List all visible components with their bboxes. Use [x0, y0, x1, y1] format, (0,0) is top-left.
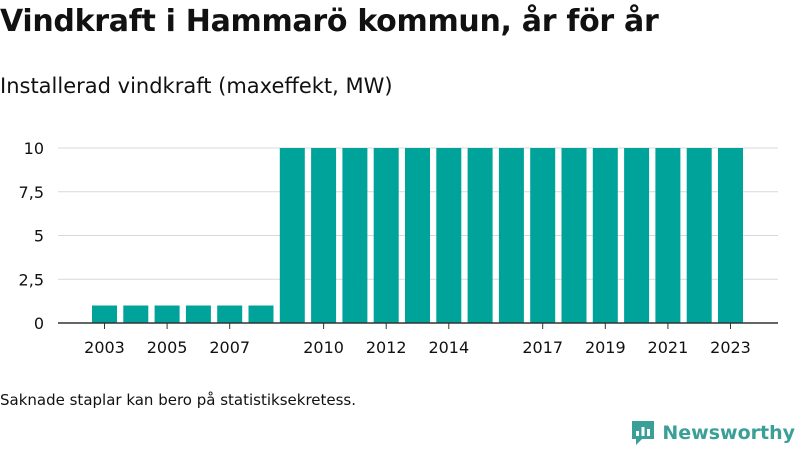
bar	[467, 148, 493, 323]
y-tick-label: 7,5	[19, 183, 44, 202]
x-axis-labels: 2003 2005 2007 2010 2012 2014 2017 2019 2021 2023	[84, 338, 751, 357]
bar	[311, 148, 337, 323]
y-tick-label: 5	[34, 227, 44, 246]
x-tick-label: 2021	[648, 338, 689, 357]
bar	[498, 148, 524, 323]
x-tick-label: 2012	[366, 338, 407, 357]
bar	[624, 148, 650, 323]
x-axis	[58, 322, 778, 329]
x-tick-label: 2005	[147, 338, 188, 357]
chart-subtitle: Installerad vindkraft (maxeffekt, MW)	[0, 74, 393, 98]
y-tick-label: 10	[24, 139, 44, 158]
bars	[92, 148, 743, 323]
bar	[436, 148, 462, 323]
x-tick-label: 2007	[209, 338, 250, 357]
bar	[373, 148, 399, 323]
y-axis-labels: 0 2,5 5 7,5 10	[19, 139, 44, 333]
x-tick-label: 2019	[585, 338, 626, 357]
bar	[248, 305, 274, 323]
bar	[592, 148, 618, 323]
brand-logo[interactable]: Newsworthy	[630, 419, 795, 447]
bar	[154, 305, 180, 323]
page-title: Vindkraft i Hammarö kommun, år för år	[0, 4, 659, 39]
bar	[279, 148, 305, 323]
bar	[342, 148, 368, 323]
y-tick-label: 2,5	[19, 270, 44, 289]
bar	[561, 148, 587, 323]
bar	[92, 305, 117, 323]
bar-chart: 02,557,510 2003 2005 2007 2010 2012 2014 2017 2…	[19, 139, 778, 357]
bar	[405, 148, 430, 323]
brand-name: Newsworthy	[662, 422, 795, 444]
bar	[718, 148, 743, 323]
bar	[123, 305, 149, 323]
x-tick-label: 2003	[84, 338, 125, 357]
x-tick-label: 2017	[522, 338, 563, 357]
newsworthy-chart-icon	[632, 421, 655, 445]
y-tick-label: 0	[34, 314, 44, 333]
x-tick-label: 2010	[303, 338, 344, 357]
bar	[655, 148, 681, 323]
bar	[217, 305, 243, 323]
x-tick-label: 2014	[428, 338, 469, 357]
bar	[185, 305, 211, 323]
bar	[530, 148, 556, 323]
bar	[686, 148, 712, 323]
x-tick-label: 2023	[710, 338, 751, 357]
footnote: Saknade staplar kan bero på statistiksek…	[0, 391, 357, 409]
